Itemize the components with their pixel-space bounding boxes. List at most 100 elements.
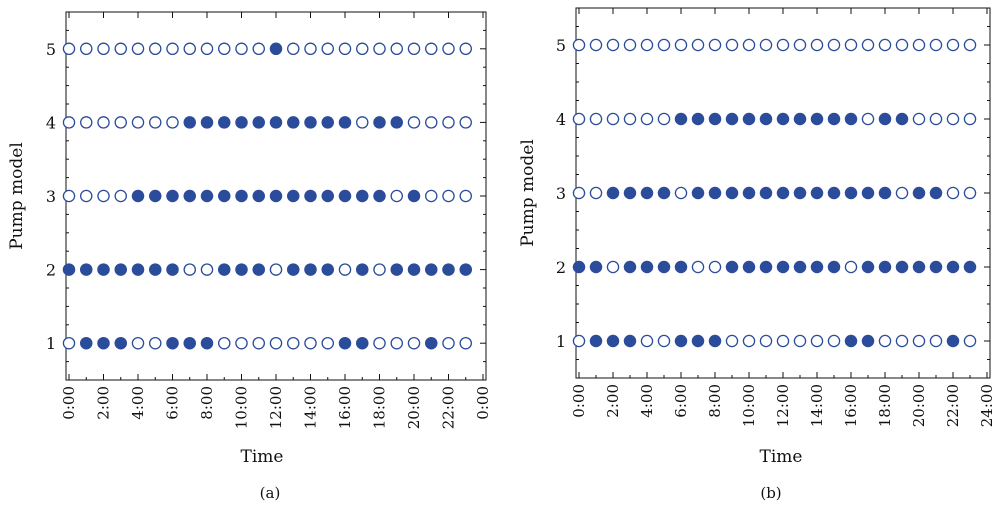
pump-off-marker xyxy=(623,38,637,52)
x-tick-label: 20:00 xyxy=(405,386,423,429)
pump-off-marker xyxy=(424,189,438,203)
pump-on-marker xyxy=(895,260,909,274)
pump-on-marker xyxy=(963,260,977,274)
pump-off-marker xyxy=(861,112,875,126)
pump-on-marker xyxy=(183,189,196,203)
pump-on-marker xyxy=(861,260,875,274)
pump-off-marker xyxy=(589,186,603,200)
pump-on-marker xyxy=(742,260,756,274)
pump-off-marker xyxy=(657,334,671,348)
pump-on-marker xyxy=(62,263,76,276)
pump-off-marker xyxy=(623,112,637,126)
pump-on-marker xyxy=(252,263,265,276)
pump-on-marker xyxy=(269,42,283,56)
pump-off-marker xyxy=(895,38,909,52)
pump-on-marker xyxy=(286,116,300,129)
pump-on-marker xyxy=(691,112,705,126)
pump-on-marker xyxy=(844,186,858,200)
pump-on-marker xyxy=(390,263,403,276)
pump-off-marker xyxy=(373,336,386,350)
pump-off-marker xyxy=(442,189,455,203)
x-tick-label: 14:00 xyxy=(808,384,826,427)
pump-on-marker xyxy=(640,186,654,200)
pump-off-marker xyxy=(252,42,265,56)
pump-off-marker xyxy=(442,116,455,129)
pump-off-marker xyxy=(878,38,892,52)
pump-on-marker xyxy=(623,186,637,200)
pump-off-marker xyxy=(235,336,248,350)
pump-on-marker xyxy=(114,263,128,276)
pump-on-marker xyxy=(759,260,773,274)
pump-off-marker xyxy=(80,189,93,203)
pump-off-marker xyxy=(657,38,671,52)
pump-on-marker xyxy=(861,186,875,200)
pump-off-marker xyxy=(708,260,722,274)
pump-on-marker xyxy=(355,189,369,203)
pump-off-marker xyxy=(338,263,352,276)
x-tick-label: 6:00 xyxy=(672,384,690,418)
pump-on-marker xyxy=(572,260,586,274)
pump-on-marker xyxy=(114,336,128,350)
pump-off-marker xyxy=(355,116,369,129)
pump-off-marker xyxy=(62,189,76,203)
pump-off-marker xyxy=(235,42,248,56)
x-tick-label: 16:00 xyxy=(842,384,860,427)
pump-off-marker xyxy=(589,38,603,52)
pump-off-marker xyxy=(373,42,386,56)
pump-off-marker xyxy=(166,116,179,129)
pump-off-marker xyxy=(62,116,76,129)
x-tick-label: 22:00 xyxy=(944,384,962,427)
pump-off-marker xyxy=(963,112,977,126)
pump-off-marker xyxy=(640,112,654,126)
pump-off-marker xyxy=(459,189,472,203)
pump-on-marker xyxy=(80,263,93,276)
pump-on-marker xyxy=(131,189,145,203)
pump-on-marker xyxy=(946,334,960,348)
pump-off-marker xyxy=(776,38,790,52)
pump-off-marker xyxy=(878,334,892,348)
pump-on-marker xyxy=(606,334,620,348)
pump-on-marker xyxy=(148,189,162,203)
pump-on-marker xyxy=(912,260,926,274)
pump-off-marker xyxy=(97,116,110,129)
pump-off-marker xyxy=(131,116,145,129)
pump-on-marker xyxy=(589,260,603,274)
panel-b: 0:00 2:00 4:00 6:00 8:00 10:00 12:00 14:00 16:00… xyxy=(518,7,996,502)
pump-off-marker xyxy=(606,38,620,52)
pump-on-marker xyxy=(691,186,705,200)
pump-off-marker xyxy=(114,42,128,56)
x-tick-label: 12:00 xyxy=(267,386,285,429)
pump-off-marker xyxy=(810,334,824,348)
pump-on-marker xyxy=(810,112,824,126)
pump-on-marker xyxy=(725,112,739,126)
pump-on-marker xyxy=(878,112,892,126)
panel-label: (b) xyxy=(760,484,781,502)
pump-on-marker xyxy=(776,260,790,274)
pump-off-marker xyxy=(269,263,283,276)
pump-off-marker xyxy=(424,116,438,129)
pump-on-marker xyxy=(759,112,773,126)
pump-off-marker xyxy=(810,38,824,52)
pump-on-marker xyxy=(929,260,943,274)
pump-off-marker xyxy=(827,38,841,52)
pump-off-marker xyxy=(390,336,403,350)
pump-on-marker xyxy=(946,260,960,274)
y-axis-label: Pump model xyxy=(518,139,538,247)
pump-off-marker xyxy=(640,38,654,52)
pump-off-marker xyxy=(407,42,421,56)
pump-on-marker xyxy=(407,263,421,276)
pump-on-marker xyxy=(606,186,620,200)
pump-off-marker xyxy=(390,189,403,203)
pump-off-marker xyxy=(776,334,790,348)
pump-off-marker xyxy=(459,42,472,56)
pump-off-marker xyxy=(929,334,943,348)
pump-on-marker xyxy=(235,189,248,203)
pump-off-marker xyxy=(929,38,943,52)
pump-off-marker xyxy=(183,42,196,56)
pump-on-marker xyxy=(338,336,352,350)
pump-off-marker xyxy=(459,336,472,350)
x-tick-label: 10:00 xyxy=(233,386,251,429)
pump-on-marker xyxy=(286,263,300,276)
pump-off-marker xyxy=(725,38,739,52)
